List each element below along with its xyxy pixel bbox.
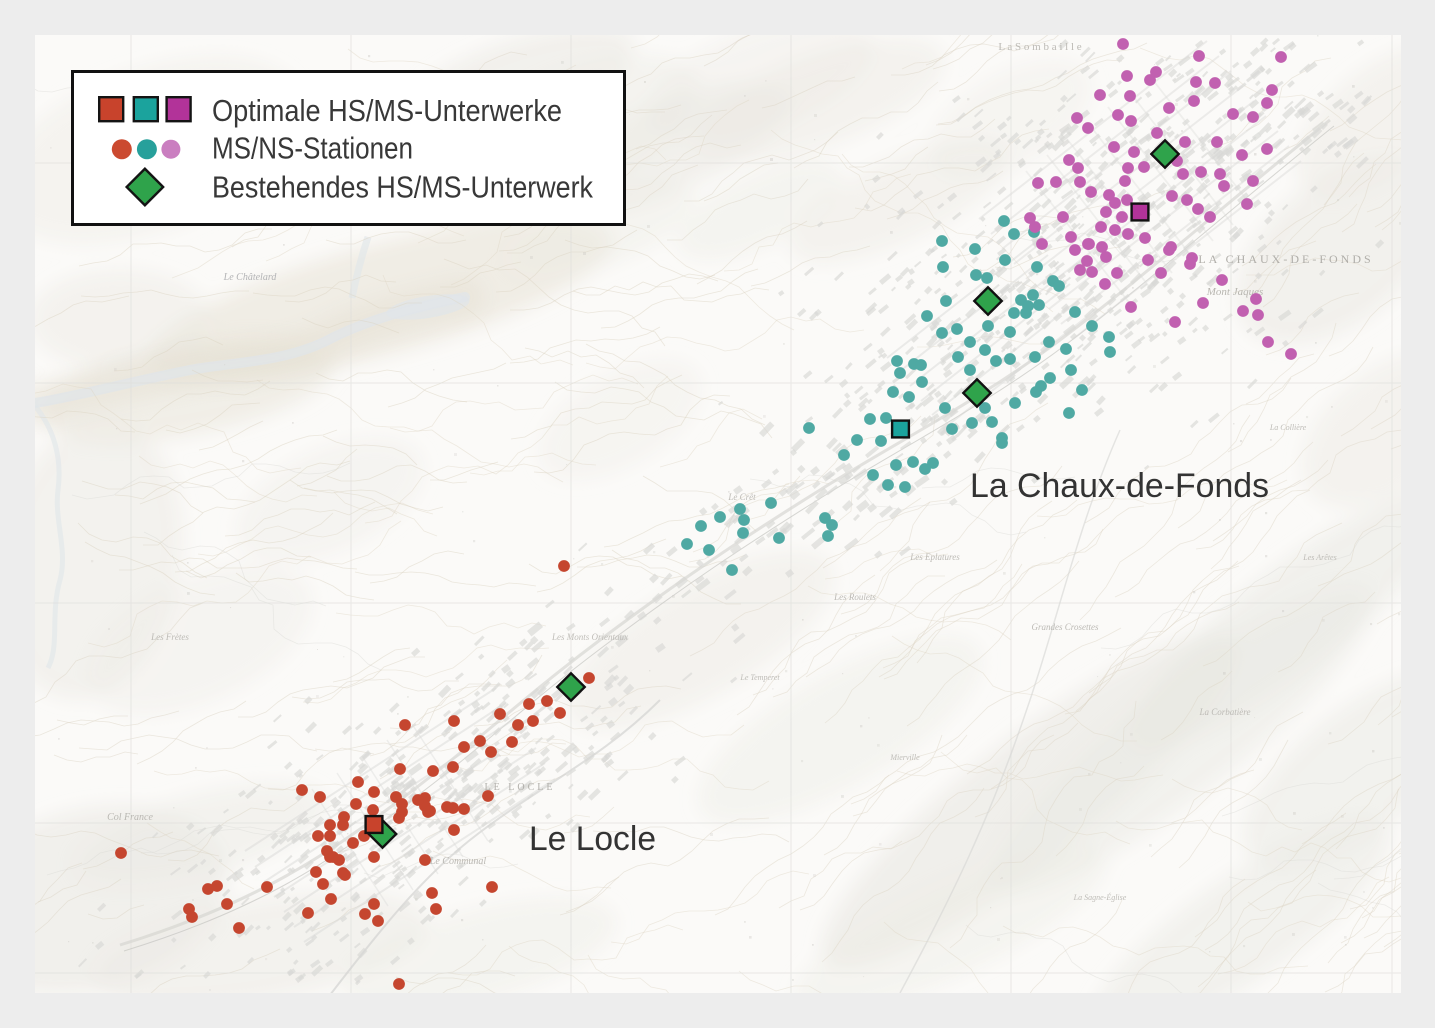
svg-text:MS/NS-Stationen: MS/NS-Stationen	[212, 131, 413, 166]
svg-text:Le Locle: Le Locle	[529, 820, 656, 858]
svg-text:Le Temperet: Le Temperet	[739, 673, 780, 682]
svg-text:Le Communal: Le Communal	[429, 856, 487, 867]
svg-text:La Collière: La Collière	[1269, 423, 1307, 432]
svg-text:Mont Jaques: Mont Jaques	[1206, 286, 1264, 298]
svg-text:La Chaux-de-Fonds: La Chaux-de-Fonds	[970, 467, 1269, 505]
svg-text:Les Eplatures: Les Eplatures	[909, 552, 960, 562]
svg-text:Les Roulets: Les Roulets	[833, 592, 876, 602]
svg-text:Les Arêtes: Les Arêtes	[1302, 553, 1336, 562]
svg-text:Optimale HS/MS-Unterwerke: Optimale HS/MS-Unterwerke	[212, 93, 562, 128]
svg-text:La Corbatière: La Corbatière	[1199, 707, 1251, 717]
svg-text:Bestehendes HS/MS-Unterwerk: Bestehendes HS/MS-Unterwerk	[212, 170, 593, 205]
svg-text:Le Châtelard: Le Châtelard	[223, 272, 278, 283]
svg-text:LE LOCLE: LE LOCLE	[485, 782, 556, 793]
svg-text:L a S o m b a i l l e: L a S o m b a i l l e	[998, 41, 1081, 53]
svg-text:Le Crêt: Le Crêt	[727, 492, 756, 502]
svg-text:Mierville: Mierville	[889, 753, 920, 762]
svg-text:Col France: Col France	[107, 812, 153, 823]
svg-text:Grandes Crosettes: Grandes Crosettes	[1032, 622, 1099, 632]
svg-text:La Sagne-Église: La Sagne-Église	[1073, 892, 1127, 902]
svg-text:LA CHAUX-DE-FONDS: LA CHAUX-DE-FONDS	[1198, 252, 1373, 266]
svg-text:Les Monts Orientaux: Les Monts Orientaux	[551, 632, 628, 642]
svg-text:Les Frètes: Les Frètes	[150, 632, 189, 642]
